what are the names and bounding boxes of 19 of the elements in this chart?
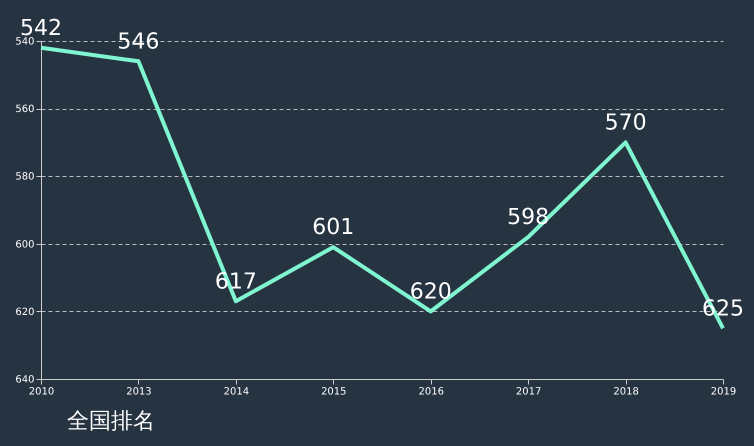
y-tick-label: 640 [15, 374, 34, 386]
x-tick-label: 2013 [126, 386, 152, 398]
y-tick-label: 580 [15, 172, 34, 183]
y-tick-label: 620 [15, 306, 34, 318]
x-tick-label: 2015 [321, 386, 347, 398]
data-label: 620 [410, 279, 452, 304]
x-tick-label: 2018 [613, 386, 639, 398]
x-tick-label: 2010 [28, 386, 54, 398]
text: 全国排名 [67, 409, 155, 434]
y-tick-label: 600 [15, 239, 34, 250]
data-label: 601 [312, 215, 354, 240]
y-tick-label: 560 [15, 104, 34, 116]
x-tick-label: 2019 [710, 386, 736, 398]
x-tick-label: 2016 [418, 386, 444, 398]
x-tick-label: 2014 [224, 386, 250, 398]
data-label: 570 [604, 110, 647, 136]
x-tick-label: 2017 [516, 386, 542, 398]
y-tick-label: 540 [15, 36, 34, 48]
data-label: 598 [507, 205, 550, 230]
